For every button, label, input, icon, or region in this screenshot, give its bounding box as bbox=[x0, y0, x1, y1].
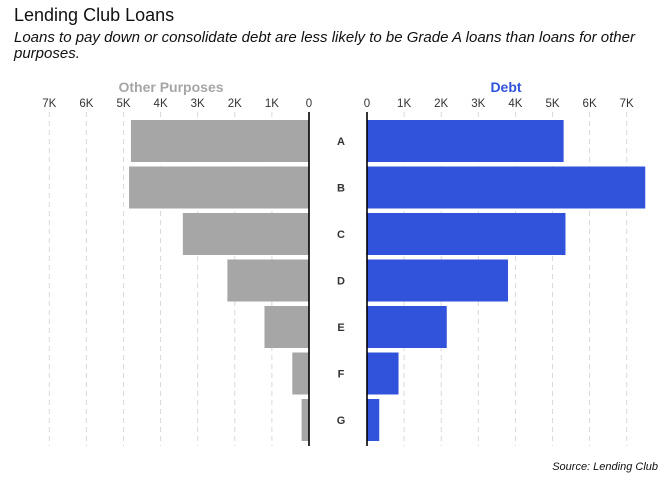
debt-bar bbox=[367, 352, 399, 395]
grade-label: B bbox=[337, 183, 345, 195]
right-tick-label: 5K bbox=[545, 98, 559, 110]
right-tick-label: 4K bbox=[508, 98, 522, 110]
debt-bar bbox=[367, 259, 508, 302]
grade-label: A bbox=[337, 136, 345, 148]
debt-bar bbox=[367, 213, 566, 255]
right-tick-label: 0 bbox=[364, 98, 370, 110]
left-tick-label: 6K bbox=[79, 98, 93, 110]
debt-bar bbox=[367, 306, 447, 348]
debt-bar bbox=[367, 399, 380, 441]
other-purposes-bar bbox=[292, 352, 309, 395]
left-tick-label: 0 bbox=[306, 98, 312, 110]
right-panel-title: Debt bbox=[490, 79, 521, 95]
other-purposes-bar bbox=[129, 166, 309, 209]
left-tick-label: 5K bbox=[116, 98, 130, 110]
left-tick-label: 2K bbox=[228, 98, 242, 110]
other-purposes-bar bbox=[130, 120, 309, 162]
debt-bar bbox=[367, 166, 646, 209]
chart-title: Lending Club Loans bbox=[14, 5, 175, 25]
right-tick-label: 3K bbox=[471, 98, 485, 110]
grade-label: D bbox=[337, 276, 345, 288]
left-panel-title: Other Purposes bbox=[118, 79, 223, 95]
grade-label: E bbox=[337, 322, 344, 334]
source-caption: Source: Lending Club bbox=[552, 461, 658, 473]
right-tick-label: 7K bbox=[620, 98, 634, 110]
right-tick-label: 6K bbox=[583, 98, 597, 110]
other-purposes-bar bbox=[264, 306, 309, 348]
other-purposes-bar bbox=[301, 399, 309, 441]
other-purposes-bar bbox=[227, 259, 309, 302]
grade-label: F bbox=[338, 369, 345, 381]
grade-label: G bbox=[337, 415, 346, 427]
left-tick-label: 7K bbox=[42, 98, 56, 110]
other-purposes-bar bbox=[182, 213, 309, 255]
left-tick-label: 3K bbox=[191, 98, 205, 110]
right-tick-label: 1K bbox=[397, 98, 411, 110]
chart-subtitle: Loans to pay down or consolidate debt ar… bbox=[14, 29, 635, 62]
left-tick-label: 4K bbox=[154, 98, 168, 110]
debt-bar bbox=[367, 120, 564, 162]
right-tick-label: 2K bbox=[434, 98, 448, 110]
left-tick-label: 1K bbox=[265, 98, 279, 110]
grade-label: C bbox=[337, 229, 345, 241]
